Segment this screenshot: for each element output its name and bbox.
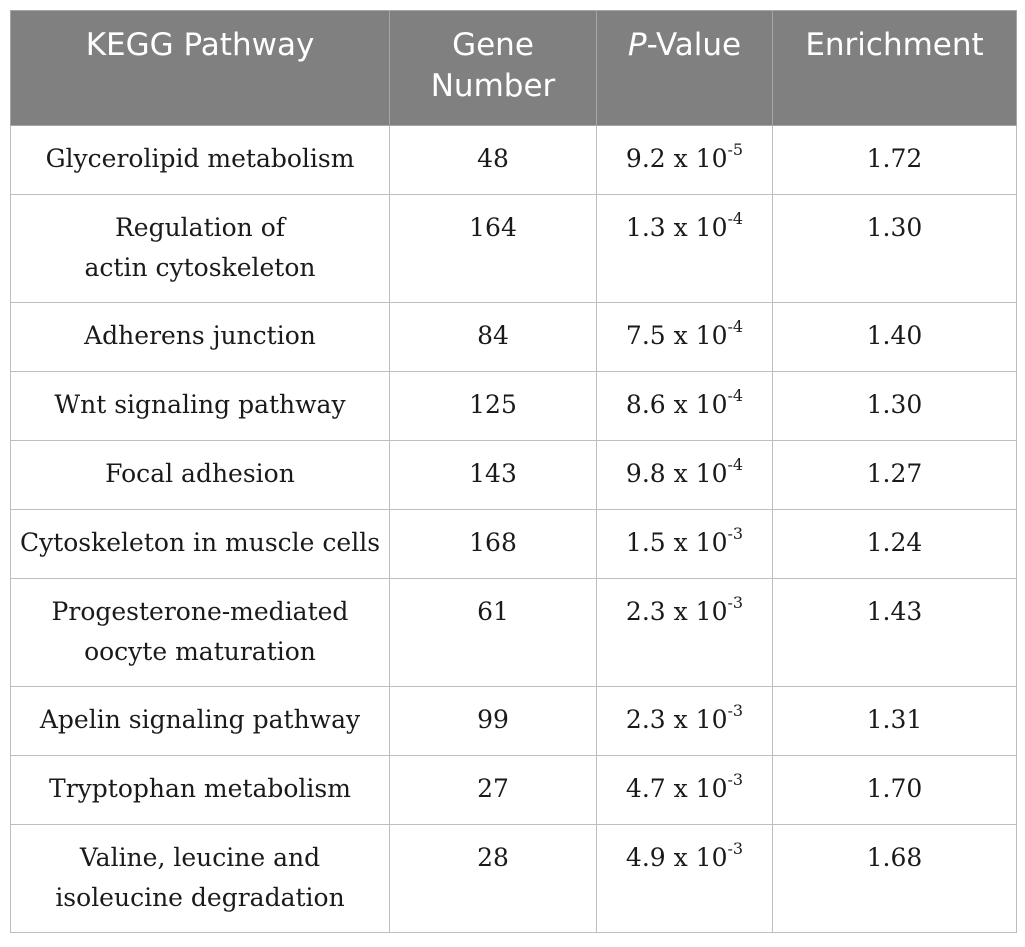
cell-gene-number: 61: [389, 578, 597, 687]
p-value-mantissa: 1.5 x 10: [625, 528, 728, 557]
pathway-name-line1: Regulation of: [114, 213, 286, 242]
cell-enrichment: 1.27: [772, 440, 1017, 510]
cell-p-value: 4.9 x 10-3: [596, 824, 773, 933]
table-row: Cytoskeleton in muscle cells 168 1.5 x 10-…: [10, 509, 1017, 579]
p-value-mantissa: 4.7 x 10: [625, 774, 728, 803]
table-row: Glycerolipid metabolism 48 9.2 x 10-5 1.72: [10, 125, 1017, 195]
cell-enrichment: 1.72: [772, 125, 1017, 195]
cell-gene-number: 168: [389, 509, 597, 579]
cell-p-value: 9.2 x 10-5: [596, 125, 773, 195]
cell-gene-number: 27: [389, 755, 597, 825]
p-value-exponent: -3: [727, 523, 744, 543]
cell-p-value: 7.5 x 10-4: [596, 302, 773, 372]
cell-gene-number: 99: [389, 686, 597, 756]
table-header: KEGG Pathway Gene Number P-Value Enrichm…: [10, 10, 1017, 126]
header-kegg-pathway: KEGG Pathway: [10, 10, 390, 126]
pathway-name-line2: actin cytoskeleton: [84, 253, 316, 282]
cell-enrichment: 1.43: [772, 578, 1017, 687]
cell-enrichment: 1.70: [772, 755, 1017, 825]
pathway-name-line1: Tryptophan metabolism: [49, 774, 351, 803]
cell-p-value: 4.7 x 10-3: [596, 755, 773, 825]
header-gene-number: Gene Number: [389, 10, 597, 126]
cell-pathway: Tryptophan metabolism: [10, 755, 390, 825]
pathway-name-line1: Apelin signaling pathway: [39, 705, 361, 734]
table-row: Focal adhesion 143 9.8 x 10-4 1.27: [10, 440, 1017, 510]
pathway-name-line2: isoleucine degradation: [55, 883, 345, 912]
cell-pathway: Valine, leucine and isoleucine degradatio…: [10, 824, 390, 933]
p-value-exponent: -4: [727, 454, 744, 474]
cell-pathway: Cytoskeleton in muscle cells: [10, 509, 390, 579]
cell-gene-number: 125: [389, 371, 597, 441]
p-value-exponent: -3: [727, 700, 744, 720]
cell-pathway: Progesterone-mediated oocyte maturation: [10, 578, 390, 687]
p-value-exponent: -3: [727, 838, 744, 858]
cell-p-value: 1.3 x 10-4: [596, 194, 773, 303]
table-row: Apelin signaling pathway 99 2.3 x 10-3 1.31: [10, 686, 1017, 756]
pathway-name-line1: Glycerolipid metabolism: [45, 144, 355, 173]
cell-p-value: 1.5 x 10-3: [596, 509, 773, 579]
cell-pathway: Wnt signaling pathway: [10, 371, 390, 441]
pathway-name-line1: Progesterone-mediated: [51, 597, 349, 626]
kegg-enrichment-table: KEGG Pathway Gene Number P-Value Enrichm…: [10, 10, 1017, 933]
p-value-mantissa: 8.6 x 10: [625, 390, 728, 419]
cell-pathway: Glycerolipid metabolism: [10, 125, 390, 195]
table-row: Valine, leucine and isoleucine degradatio…: [10, 824, 1017, 933]
cell-p-value: 8.6 x 10-4: [596, 371, 773, 441]
p-value-exponent: -4: [727, 208, 744, 228]
cell-enrichment: 1.68: [772, 824, 1017, 933]
pathway-name-line1: Wnt signaling pathway: [54, 390, 346, 419]
p-value-exponent: -3: [727, 769, 744, 789]
cell-enrichment: 1.30: [772, 371, 1017, 441]
cell-gene-number: 48: [389, 125, 597, 195]
header-p-value: P-Value: [596, 10, 773, 126]
cell-gene-number: 164: [389, 194, 597, 303]
pathway-name-line1: Focal adhesion: [105, 459, 295, 488]
table-row: Wnt signaling pathway 125 8.6 x 10-4 1.30: [10, 371, 1017, 441]
table-body: Glycerolipid metabolism 48 9.2 x 10-5 1.72 R…: [10, 125, 1017, 933]
cell-pathway: Apelin signaling pathway: [10, 686, 390, 756]
cell-p-value: 2.3 x 10-3: [596, 686, 773, 756]
cell-enrichment: 1.31: [772, 686, 1017, 756]
cell-pathway: Regulation of actin cytoskeleton: [10, 194, 390, 303]
header-enrichment: Enrichment: [772, 10, 1017, 126]
p-value-exponent: -5: [727, 139, 744, 159]
p-value-mantissa: 4.9 x 10: [625, 843, 728, 872]
header-p-rest: -Value: [646, 27, 742, 63]
p-value-exponent: -4: [727, 385, 744, 405]
table-row: Adherens junction 84 7.5 x 10-4 1.40: [10, 302, 1017, 372]
pathway-name-line1: Cytoskeleton in muscle cells: [19, 528, 381, 557]
header-kegg-pathway-label: KEGG Pathway: [85, 27, 315, 63]
cell-pathway: Adherens junction: [10, 302, 390, 372]
p-value-mantissa: 9.8 x 10: [625, 459, 728, 488]
p-value-mantissa: 1.3 x 10: [625, 213, 728, 242]
p-value-mantissa: 2.3 x 10: [625, 705, 728, 734]
cell-p-value: 9.8 x 10-4: [596, 440, 773, 510]
p-value-mantissa: 2.3 x 10: [625, 597, 728, 626]
cell-pathway: Focal adhesion: [10, 440, 390, 510]
p-value-mantissa: 7.5 x 10: [625, 321, 728, 350]
pathway-name-line1: Adherens junction: [84, 321, 316, 350]
p-value-exponent: -4: [727, 316, 744, 336]
pathway-name-line2: oocyte maturation: [84, 637, 316, 666]
cell-enrichment: 1.40: [772, 302, 1017, 372]
header-p-letter: P: [627, 27, 647, 63]
cell-gene-number: 143: [389, 440, 597, 510]
header-enrichment-label: Enrichment: [805, 27, 984, 63]
cell-p-value: 2.3 x 10-3: [596, 578, 773, 687]
cell-enrichment: 1.24: [772, 509, 1017, 579]
header-row: KEGG Pathway Gene Number P-Value Enrichm…: [10, 10, 1017, 126]
header-gene-line1: Gene: [452, 27, 534, 63]
cell-gene-number: 28: [389, 824, 597, 933]
table-row: Progesterone-mediated oocyte maturation 61…: [10, 578, 1017, 687]
header-gene-line2: Number: [430, 68, 556, 104]
p-value-mantissa: 9.2 x 10: [625, 144, 728, 173]
p-value-exponent: -3: [727, 592, 744, 612]
table-row: Regulation of actin cytoskeleton 164 1.3 x …: [10, 194, 1017, 303]
table-row: Tryptophan metabolism 27 4.7 x 10-3 1.70: [10, 755, 1017, 825]
pathway-name-line1: Valine, leucine and: [79, 843, 321, 872]
cell-gene-number: 84: [389, 302, 597, 372]
cell-enrichment: 1.30: [772, 194, 1017, 303]
